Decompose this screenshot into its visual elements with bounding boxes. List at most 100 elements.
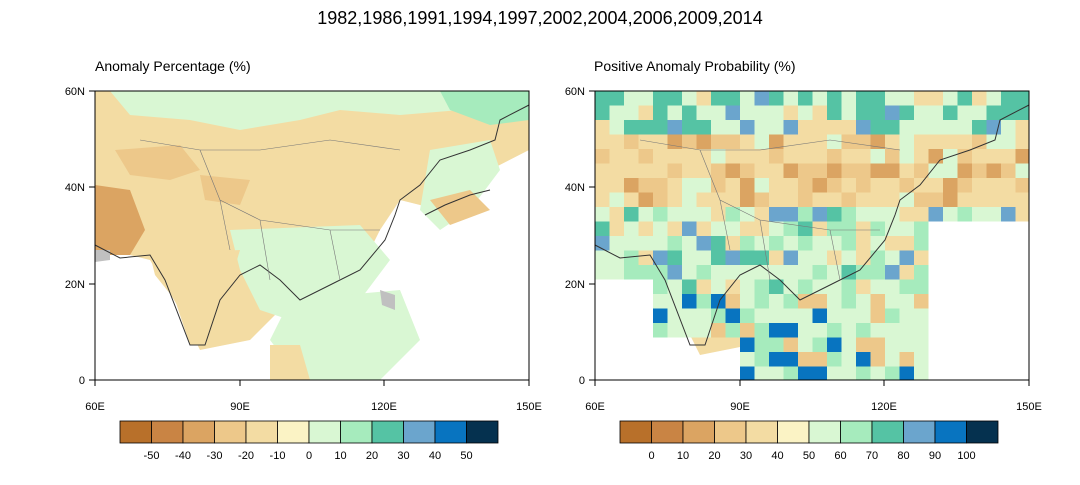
grid-cell [798,221,813,236]
grid-cell [653,279,668,294]
grid-cell [682,308,697,323]
grid-cell [885,91,900,106]
grid-cell [638,221,653,236]
grid-cell [812,236,827,251]
grid-cell [928,134,943,149]
colorbar-label: -40 [175,450,191,462]
grid-cell [812,323,827,338]
grid-cell [812,192,827,207]
grid-cell [595,178,610,193]
grid-cell [667,91,682,106]
grid-cell [827,294,842,309]
grid-cell [595,207,610,222]
grid-cell [914,265,929,280]
grid-cell [696,221,711,236]
grid-cell [783,308,798,323]
grid-cell [885,366,900,380]
grid-cell [957,105,972,120]
grid-cell [711,236,726,251]
grid-cell [841,163,856,178]
grid-cell [899,250,914,265]
grid-cell [812,337,827,352]
grid-cell [827,120,842,135]
colorbar-swatch [466,420,499,444]
grid-cell [653,120,668,135]
grid-cell [754,149,769,164]
grid-cell [667,236,682,251]
left-lon-label: 120E [371,401,397,413]
grid-cell [870,178,885,193]
left-map [95,91,529,380]
grid-cell [914,192,929,207]
grid-cell [696,236,711,251]
grid-cell [943,105,958,120]
grid-cell [725,308,740,323]
grid-cell [653,294,668,309]
left-brown-center [115,145,200,180]
grid-cell [696,279,711,294]
grid-cell [783,323,798,338]
grid-cell [638,192,653,207]
grid-cell [754,366,769,380]
grid-cell [653,236,668,251]
right-lon-label: 150E [1016,401,1042,413]
right-borders [639,139,901,281]
grid-cell [856,221,871,236]
grid-cell [856,250,871,265]
grid-cell [754,250,769,265]
grid-cell [870,294,885,309]
grid-cell [914,91,929,106]
grid-cell [1015,207,1029,222]
grid-cell [638,91,653,106]
grid-cell [667,279,682,294]
grid-cell [769,149,784,164]
right-colorbar: 0 10 20 30 40 50 60 70 80 90 100 [619,420,999,462]
grid-cell [653,149,668,164]
grid-cell [653,323,668,338]
grid-cell [914,236,929,251]
grid-cell [827,105,842,120]
grid-cell [653,207,668,222]
grid-cell [667,221,682,236]
grid-cell [725,163,740,178]
grid-cell [638,236,653,251]
grid-cell [653,221,668,236]
colorbar-swatch [682,420,715,444]
grid-cell [856,105,871,120]
grid-cell [696,265,711,280]
colorbar-label: 30 [740,450,752,462]
grid-cell [870,250,885,265]
grid-cell [856,265,871,280]
grid-cell [769,207,784,222]
grid-cell [783,163,798,178]
grid-cell [696,178,711,193]
grid-cell [696,134,711,149]
grid-cell [899,178,914,193]
grid-cell [856,163,871,178]
colorbar-label: 50 [460,450,472,462]
grid-cell [754,236,769,251]
grid-cell [769,134,784,149]
grid-cell [624,207,639,222]
grid-cell [624,221,639,236]
colorbar-swatch [340,420,373,444]
colorbar-swatch [119,420,152,444]
grid-cell [870,265,885,280]
figure-title: 1982,1986,1991,1994,1997,2002,2004,2006,… [317,8,763,28]
grid-cell [711,323,726,338]
grid-cell [682,149,697,164]
grid-cell [740,91,755,106]
grid-cell [957,120,972,135]
grid-cell [812,91,827,106]
grid-cell [638,207,653,222]
colorbar-swatch [151,420,184,444]
grid-cell [595,250,610,265]
grid-cell [1001,192,1016,207]
grid-cell [769,105,784,120]
grid-cell [885,250,900,265]
left-brown-west [95,185,145,255]
grid-cell [870,279,885,294]
grid-cell [609,163,624,178]
grid-cell [827,337,842,352]
grid-cell [812,120,827,135]
